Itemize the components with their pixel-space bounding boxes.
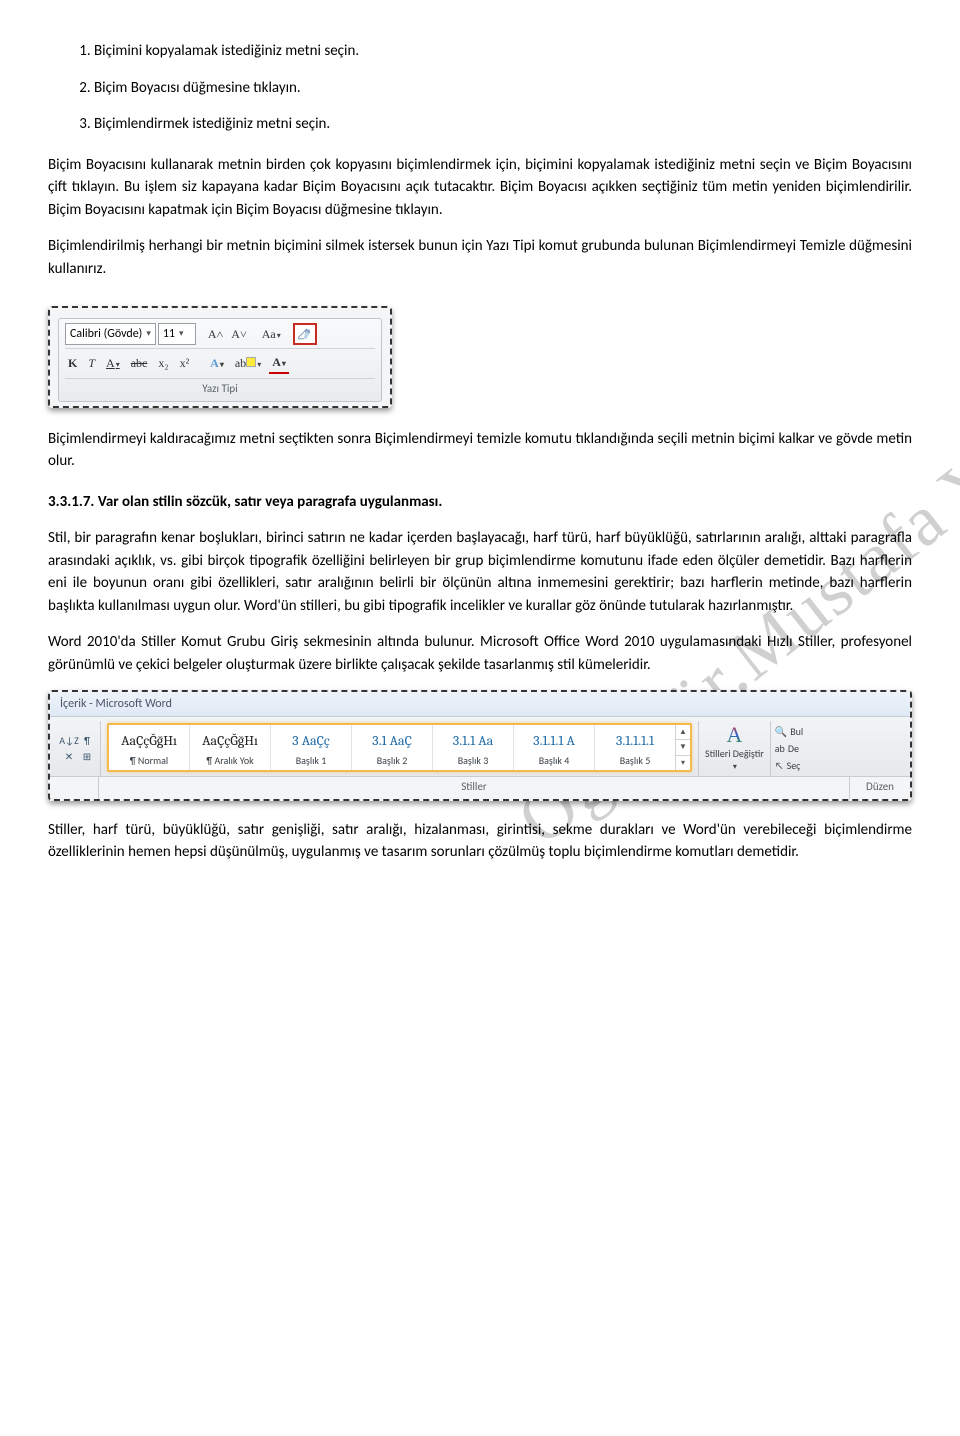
style-label: Başlık 1	[273, 753, 349, 768]
style-swatch[interactable]: 3.1.1.1 A Başlık 4	[514, 725, 595, 770]
style-label: Başlık 5	[597, 753, 673, 768]
style-sample: 3.1.1 Aa	[435, 729, 511, 751]
find-button[interactable]: 🔍 Bul	[775, 724, 803, 739]
style-label: Başlık 2	[354, 753, 430, 768]
style-label: Başlık 4	[516, 753, 592, 768]
select-button[interactable]: ↖ Seç	[775, 758, 803, 773]
step-item: Biçimlendirmek istediğiniz metni seçin.	[94, 113, 912, 136]
gallery-up-button[interactable]: ▲	[676, 725, 690, 740]
change-styles-button[interactable]: A Stilleri Değiştir ▾	[698, 721, 771, 776]
show-paragraph-button[interactable]: ¶	[80, 735, 94, 747]
gallery-expand-button[interactable]: ▾	[676, 756, 690, 770]
chevron-down-icon: ▾	[282, 359, 286, 368]
step-item: Biçimini kopyalamak istediğiniz metni se…	[94, 40, 912, 63]
paragraph: Biçim Boyacısını kullanarak metnin birde…	[48, 154, 912, 222]
font-name-combo[interactable]: Calibri (Gövde) ▾	[65, 323, 156, 345]
style-sample: 3 AaÇç	[273, 729, 349, 751]
eraser-icon: Aё	[297, 327, 313, 341]
chevron-down-icon: ▾	[733, 761, 737, 773]
style-label: ¶ Normal	[111, 753, 187, 768]
style-sample: 3.1 AaÇ	[354, 729, 430, 751]
highlight-icon	[246, 357, 256, 367]
paragraph: Stiller, harf türü, büyüklüğü, satır gen…	[48, 819, 912, 864]
search-icon: 🔍	[775, 724, 787, 739]
paragraph: Biçimlendirmeyi kaldıracağımız metni seç…	[48, 428, 912, 473]
font-size-value: 11	[163, 325, 175, 343]
editing-group-label: Düzen	[849, 776, 910, 799]
step-item: Biçim Boyacısı düğmesine tıklayın.	[94, 77, 912, 100]
styles-group-label: Stiller	[99, 776, 849, 799]
subscript-button[interactable]: x₂	[155, 353, 171, 373]
grow-font-button[interactable]: A˄	[205, 324, 226, 344]
italic-button[interactable]: T	[85, 353, 98, 373]
highlight-button[interactable]: ab▾	[232, 353, 264, 373]
style-sample: AaÇçĞğHı	[192, 729, 268, 751]
paragraph: Word 2010'da Stiller Komut Grubu Giriş s…	[48, 631, 912, 676]
clear-button[interactable]: ✕	[62, 751, 76, 763]
chevron-down-icon: ▾	[146, 327, 151, 341]
style-sample: 3.1.1.1 A	[516, 729, 592, 751]
style-sample: 3.1.1.1.1	[597, 729, 673, 751]
chevron-down-icon: ▾	[116, 360, 120, 369]
style-swatch[interactable]: AaÇçĞğHı ¶ Normal	[109, 725, 190, 770]
replace-button[interactable]: ab De	[775, 741, 803, 756]
style-label: Başlık 3	[435, 753, 511, 768]
change-case-button[interactable]: Aa▾	[259, 324, 284, 344]
steps-list: Biçimini kopyalamak istediğiniz metni se…	[48, 40, 912, 136]
change-styles-icon: A	[726, 724, 742, 746]
style-swatch[interactable]: 3.1 AaÇ Başlık 2	[352, 725, 433, 770]
editing-group-fragment: 🔍 Bul ab De ↖ Seç	[771, 721, 807, 776]
text-effects-button[interactable]: A▾	[207, 353, 227, 373]
clear-formatting-button[interactable]: Aё	[293, 323, 317, 345]
font-size-combo[interactable]: 11 ▾	[158, 323, 196, 345]
style-swatch[interactable]: 3 AaÇç Başlık 1	[271, 725, 352, 770]
style-label: ¶ Aralık Yok	[192, 753, 268, 768]
bold-button[interactable]: K	[65, 353, 80, 373]
style-swatch[interactable]: 3.1.1.1.1 Başlık 5	[595, 725, 675, 770]
section-heading: 3.3.1.7. Var olan stilin sözcük, satır v…	[48, 491, 912, 514]
strikethrough-button[interactable]: abc	[128, 353, 151, 373]
paragraph: Stil, bir paragrafın kenar boşlukları, b…	[48, 527, 912, 617]
style-swatch[interactable]: AaÇçĞğHı ¶ Aralık Yok	[190, 725, 271, 770]
gallery-down-button[interactable]: ▼	[676, 740, 690, 755]
change-styles-label: Stilleri Değiştir	[705, 746, 764, 761]
shrink-font-button[interactable]: A˅	[228, 324, 249, 344]
font-name-value: Calibri (Gövde)	[70, 325, 142, 343]
font-color-button[interactable]: A▾	[269, 352, 289, 374]
chevron-down-icon: ▾	[220, 360, 224, 369]
cursor-icon: ↖	[775, 758, 784, 773]
window-title: İçerik - Microsoft Word	[50, 692, 910, 717]
paragraph: Biçimlendirilmiş herhangi bir metnin biç…	[48, 235, 912, 280]
replace-icon: ab	[775, 741, 785, 756]
chevron-down-icon: ▾	[179, 327, 184, 341]
paragraph-group-fragment: A↓Z ¶ ✕ ⊞	[56, 721, 101, 776]
style-swatch[interactable]: 3.1.1 Aa Başlık 3	[433, 725, 514, 770]
chevron-down-icon: ▾	[277, 331, 281, 340]
chevron-down-icon: ▾	[257, 360, 261, 369]
style-sample: AaÇçĞğHı	[111, 729, 187, 751]
styles-gallery[interactable]: AaÇçĞğHı¶ NormalAaÇçĞğHı¶ Aralık Yok3 Aa…	[107, 723, 692, 772]
underline-button[interactable]: A▾	[103, 353, 123, 373]
font-group-label: Yazı Tipi	[65, 378, 375, 401]
borders-button[interactable]: ⊞	[80, 751, 94, 763]
sort-button[interactable]: A↓Z	[62, 735, 76, 747]
font-ribbon-figure: Calibri (Gövde) ▾ 11 ▾ A˄ A˅ Aa▾	[48, 306, 392, 408]
superscript-button[interactable]: x²	[177, 353, 193, 373]
svg-text:Aё: Aё	[305, 328, 311, 334]
styles-ribbon-figure: İçerik - Microsoft Word A↓Z ¶ ✕ ⊞ AaÇçĞğ…	[48, 690, 912, 801]
